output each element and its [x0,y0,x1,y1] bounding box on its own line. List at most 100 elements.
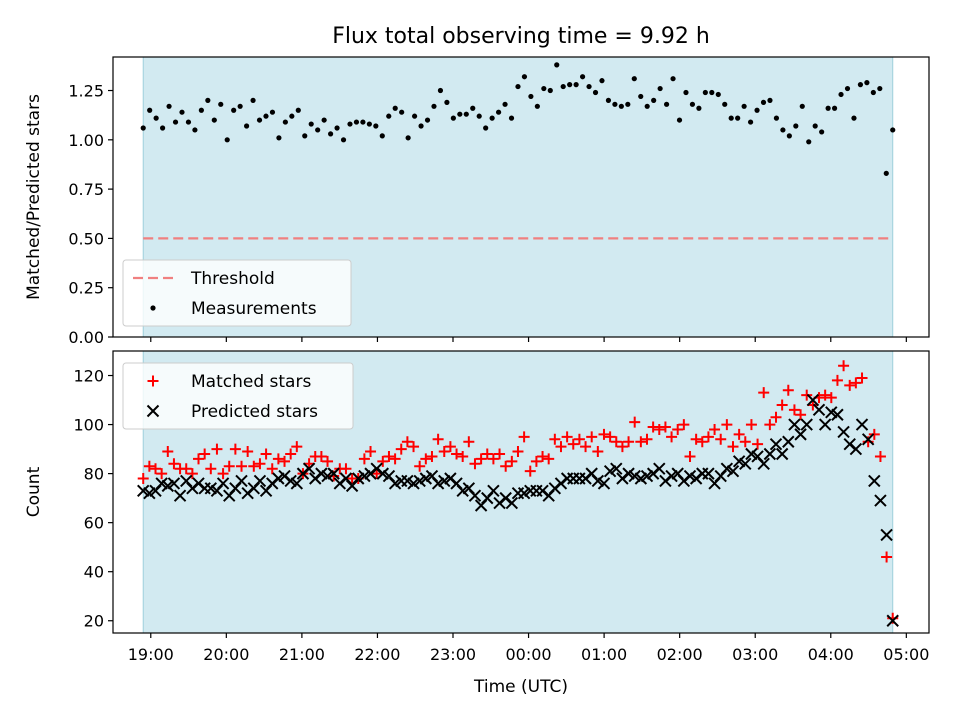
measurements-point [890,127,896,133]
predicted-stars-point [818,418,832,431]
matched-stars-point [242,446,254,458]
x-tick-label: 04:00 [808,645,854,664]
measurements-point [547,87,553,94]
measurements-point [709,89,715,96]
matched-stars-point [365,446,377,458]
measurements-point [386,113,392,119]
count-y-tick-label: 120 [73,367,104,386]
measurements-point [360,119,366,125]
measurements-point [231,107,237,113]
measurements-point [676,117,683,123]
measurements-point [560,83,566,90]
measurements-point [870,89,876,96]
measurements-point [567,82,573,88]
matched-stars-point [438,446,450,458]
predicted-stars-point [173,489,187,502]
matched-stars-point [696,436,708,448]
legend-predicted-swatch [146,404,160,418]
measurements-point [541,85,547,92]
measurements-point [392,105,398,111]
count-y-axis-label: Count [24,466,44,517]
matched-stars-point [180,463,192,475]
measurements-point [812,123,818,129]
measurements-point [147,107,153,113]
matched-stars-point [279,455,291,467]
predicted-stars-point [487,484,500,497]
matched-stars-point [211,443,223,455]
matched-stars-point [610,436,622,448]
measurements-point [237,103,243,109]
measurements-point [534,103,540,109]
matched-stars-point [260,448,272,460]
matched-stars-point [604,431,616,443]
measurements-point [754,107,760,113]
measurements-point [657,85,663,92]
measurements-point [399,109,405,115]
matched-stars-point [186,468,198,480]
x-tick-label: 21:00 [279,645,325,664]
x-tick-label: 01:00 [581,645,627,664]
x-tick-label: 19:00 [128,645,174,664]
predicted-stars-point [505,496,519,510]
matched-stars-point [868,428,880,440]
matched-stars-point [236,460,248,472]
predicted-stars-point [726,464,740,478]
measurements-point [618,103,624,109]
matched-stars-point [598,428,610,440]
measurements-point [224,137,230,143]
predicted-stars-point [597,477,611,490]
predicted-stars-point [739,457,752,471]
measurements-point [683,89,689,96]
measurements-point [153,115,159,121]
predicted-stars-point [788,418,801,431]
matched-stars-point [616,441,628,453]
matched-stars-point [377,455,389,467]
matched-stars-point [838,360,850,372]
ratio-panel: 0.00 0.25 0.50 0.75 1.00 1.25 Threshold Measure… [68,56,930,347]
measurements-point [353,119,360,125]
ratio-y-tick-label: 1.25 [68,82,104,101]
matched-stars-point [518,431,530,443]
matched-stars-point [641,433,653,445]
matched-stars-point [592,446,604,458]
measurements-point [735,115,741,121]
matched-stars-point [168,458,180,470]
measurements-point [444,99,450,105]
measurements-point [599,78,605,84]
measurements-point [573,82,579,88]
matched-stars-point [672,423,684,435]
predicted-stars-point [216,477,230,490]
matched-stars-point [475,453,487,465]
predicted-stars-point [302,462,316,475]
predicted-stars-point [868,474,881,488]
matched-stars-point [500,460,512,472]
measurements-point [457,111,463,117]
measurements-point [651,97,657,103]
ratio-y-axis-label: Matched/Predicted stars [24,94,44,300]
matched-stars-point [205,463,217,475]
matched-stars-point [721,419,733,431]
matched-stars-point [831,374,843,386]
matched-stars-point [481,448,493,460]
measurements-point [838,91,844,98]
predicted-stars-point [861,433,875,446]
measurements-point [463,111,469,117]
measurements-point [605,97,612,103]
predicted-stars-point [775,447,789,461]
matched-stars-point [580,441,592,453]
matched-stars-point [315,450,327,462]
measurements-point [483,125,489,131]
predicted-stars-point [806,393,820,407]
measurements-point [218,101,224,107]
measurements-point [431,103,437,109]
measurements-point [515,83,521,90]
x-tick-label: 23:00 [430,645,476,664]
matched-stars-point [143,460,155,472]
matched-stars-point [752,438,764,450]
measurements-point [702,89,708,96]
measurements-point [263,113,269,119]
legend-label: Predicted stars [191,402,318,422]
predicted-stars-point [886,614,899,627]
matched-stars-point [512,446,524,458]
